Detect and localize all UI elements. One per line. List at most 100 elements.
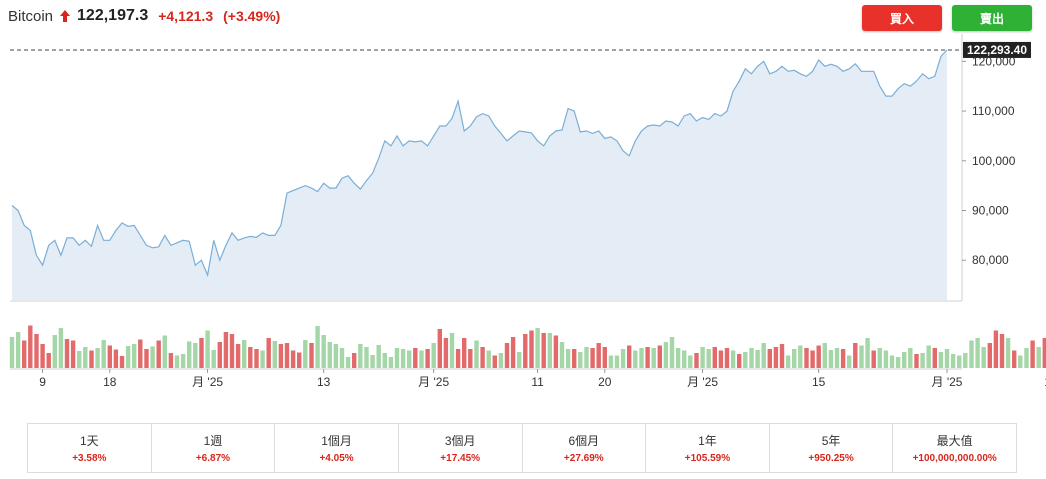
volume-bar: [254, 349, 259, 368]
volume-bar: [651, 348, 656, 368]
volume-bar: [400, 349, 406, 368]
volume-bar: [266, 338, 271, 368]
volume-bar: [767, 349, 772, 368]
volume-bar: [822, 343, 827, 368]
volume-bar: [52, 335, 57, 368]
volume-bar: [865, 338, 870, 368]
volume-bar: [614, 355, 620, 368]
period-change: +3.58%: [72, 453, 107, 464]
volume-bar: [89, 350, 94, 368]
volume-bar: [125, 346, 131, 368]
volume-bar: [339, 348, 345, 368]
volume-bar: [779, 344, 785, 368]
volume-bar: [987, 343, 992, 368]
volume-bar: [785, 355, 791, 368]
volume-bar: [64, 339, 70, 368]
volume-bar: [553, 335, 559, 368]
volume-bar: [297, 352, 302, 368]
x-tick-label: 13: [317, 375, 331, 389]
volume-bar: [993, 330, 999, 368]
volume-bar: [309, 343, 314, 368]
volume-bar: [755, 350, 760, 368]
volume-bar: [462, 338, 467, 368]
volume-bar: [950, 354, 956, 368]
volume-bar: [327, 342, 332, 368]
volume-bar: [645, 347, 650, 368]
volume-bar: [883, 350, 889, 368]
volume-bar: [223, 332, 229, 368]
volume-bar: [40, 344, 45, 368]
period-1d[interactable]: 1天 +3.58%: [28, 424, 152, 472]
volume-bar: [957, 355, 962, 368]
period-3m[interactable]: 3個月 +17.45%: [399, 424, 523, 472]
period-label: 1個月: [321, 434, 352, 448]
volume-bar: [345, 357, 351, 368]
period-1y[interactable]: 1年 +105.59%: [646, 424, 770, 472]
volume-bar: [688, 355, 693, 368]
last-price: 122,197.3: [77, 7, 149, 24]
volume-bar: [847, 355, 852, 368]
period-1m[interactable]: 1個月 +4.05%: [275, 424, 399, 472]
volume-bar: [394, 348, 400, 368]
volume-bar: [737, 354, 742, 368]
volume-bar: [975, 338, 980, 368]
period-label: 5年: [821, 434, 841, 448]
last-price-label: 122,293.40: [967, 43, 1027, 57]
volume-bar: [773, 347, 779, 368]
volume-bar: [730, 350, 736, 368]
volume-bar: [144, 349, 149, 368]
volume-bar: [211, 350, 216, 368]
x-tick-label: 月 '25: [687, 375, 718, 389]
volume-bar: [871, 350, 876, 368]
volume-bar: [290, 350, 296, 368]
volume-bar: [944, 349, 950, 368]
price-change-percent: (+3.49%): [223, 8, 281, 24]
period-max[interactable]: 最大值 +100,000,000.00%: [893, 424, 1016, 472]
quote-header: Bitcoin 122,197.3 +4,121.3 (+3.49%): [8, 6, 280, 26]
volume-bar: [431, 343, 436, 368]
x-tick-label: 13: [1044, 375, 1046, 389]
volume-bar: [370, 355, 375, 368]
period-change: +100,000,000.00%: [912, 453, 997, 464]
volume-bar: [242, 340, 247, 368]
period-5y[interactable]: 5年 +950.25%: [770, 424, 894, 472]
volume-bar: [908, 348, 913, 368]
volume-bar: [437, 329, 442, 368]
volume-bar: [834, 348, 840, 368]
volume-bar: [761, 343, 766, 368]
volume-bar: [168, 353, 174, 368]
volume-bar: [15, 332, 21, 368]
x-tick-label: 20: [598, 375, 612, 389]
y-tick-label: 80,000: [972, 253, 1009, 267]
period-1w[interactable]: 1週 +6.87%: [152, 424, 276, 472]
volume-bar: [333, 344, 339, 368]
volume-bar: [480, 347, 485, 368]
volume-bar: [486, 350, 491, 368]
volume-bar: [315, 326, 320, 368]
y-tick-label: 120,000: [972, 54, 1016, 68]
up-arrow-icon: [60, 10, 71, 22]
period-label: 6個月: [568, 434, 600, 448]
volume-bar: [877, 348, 882, 368]
volume-bar: [675, 348, 681, 368]
period-label: 1年: [698, 434, 717, 448]
volume-bar: [541, 333, 546, 368]
period-6m[interactable]: 6個月 +27.69%: [523, 424, 647, 472]
volume-bar: [187, 341, 192, 368]
x-tick-label: 11: [531, 375, 544, 389]
volume-bar: [180, 354, 186, 368]
volume-bar: [810, 350, 815, 368]
volume-bar: [77, 351, 82, 368]
volume-bar: [235, 344, 241, 368]
buy-button[interactable]: 買入: [862, 5, 942, 31]
volume-bar: [284, 343, 290, 368]
sell-button[interactable]: 賣出: [952, 5, 1032, 31]
performance-periods: 1天 +3.58% 1週 +6.87% 1個月 +4.05% 3個月 +17.4…: [27, 423, 1017, 473]
volume-bar: [712, 347, 717, 368]
volume-bar: [559, 342, 565, 368]
volume-bar: [425, 349, 430, 368]
volume-bar: [364, 347, 369, 368]
y-tick-label: 90,000: [972, 204, 1009, 218]
price-line: [11, 49, 948, 278]
